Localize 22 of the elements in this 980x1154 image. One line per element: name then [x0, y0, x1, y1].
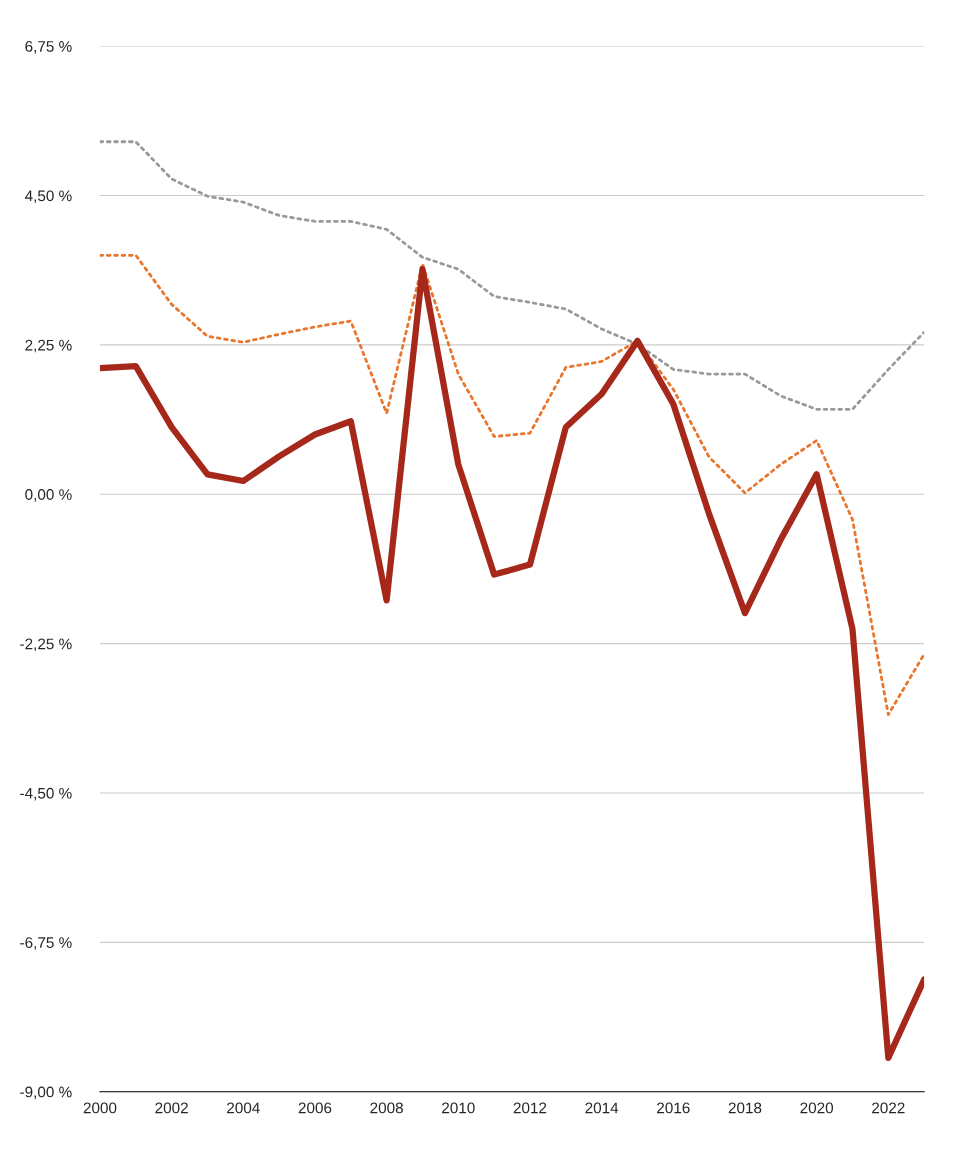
line-series	[99, 140, 925, 411]
x-tick-label: 2016	[657, 1102, 690, 1114]
y-tick-label: -6,75 %	[20, 937, 72, 950]
x-tick-label: 2004	[227, 1102, 260, 1114]
y-tick-label: 2,25 %	[25, 339, 72, 353]
y-tick-label: 4,50 %	[24, 190, 72, 204]
y-tick-label: -2,25 %	[20, 638, 72, 652]
y-tick-label: -9,00 %	[20, 1086, 72, 1100]
x-tick-label: 2000	[83, 1102, 117, 1114]
line-series	[99, 253, 925, 717]
y-tick-label: 6,75 %	[25, 41, 72, 54]
x-tick-label: 2002	[155, 1102, 188, 1114]
x-tick-label: 2008	[370, 1102, 403, 1114]
y-tick-label: 0,00 %	[25, 489, 72, 502]
x-tick-label: 2006	[298, 1102, 332, 1114]
x-tick-label: 2018	[728, 1102, 762, 1114]
x-tick-label: 2022	[872, 1102, 905, 1114]
x-tick-label: 2014	[585, 1102, 619, 1114]
x-tick-label: 2020	[800, 1102, 834, 1114]
x-tick-label: 2012	[513, 1102, 547, 1114]
x-tick-label: 2010	[442, 1102, 475, 1114]
y-tick-label: -4,50 %	[20, 787, 72, 801]
